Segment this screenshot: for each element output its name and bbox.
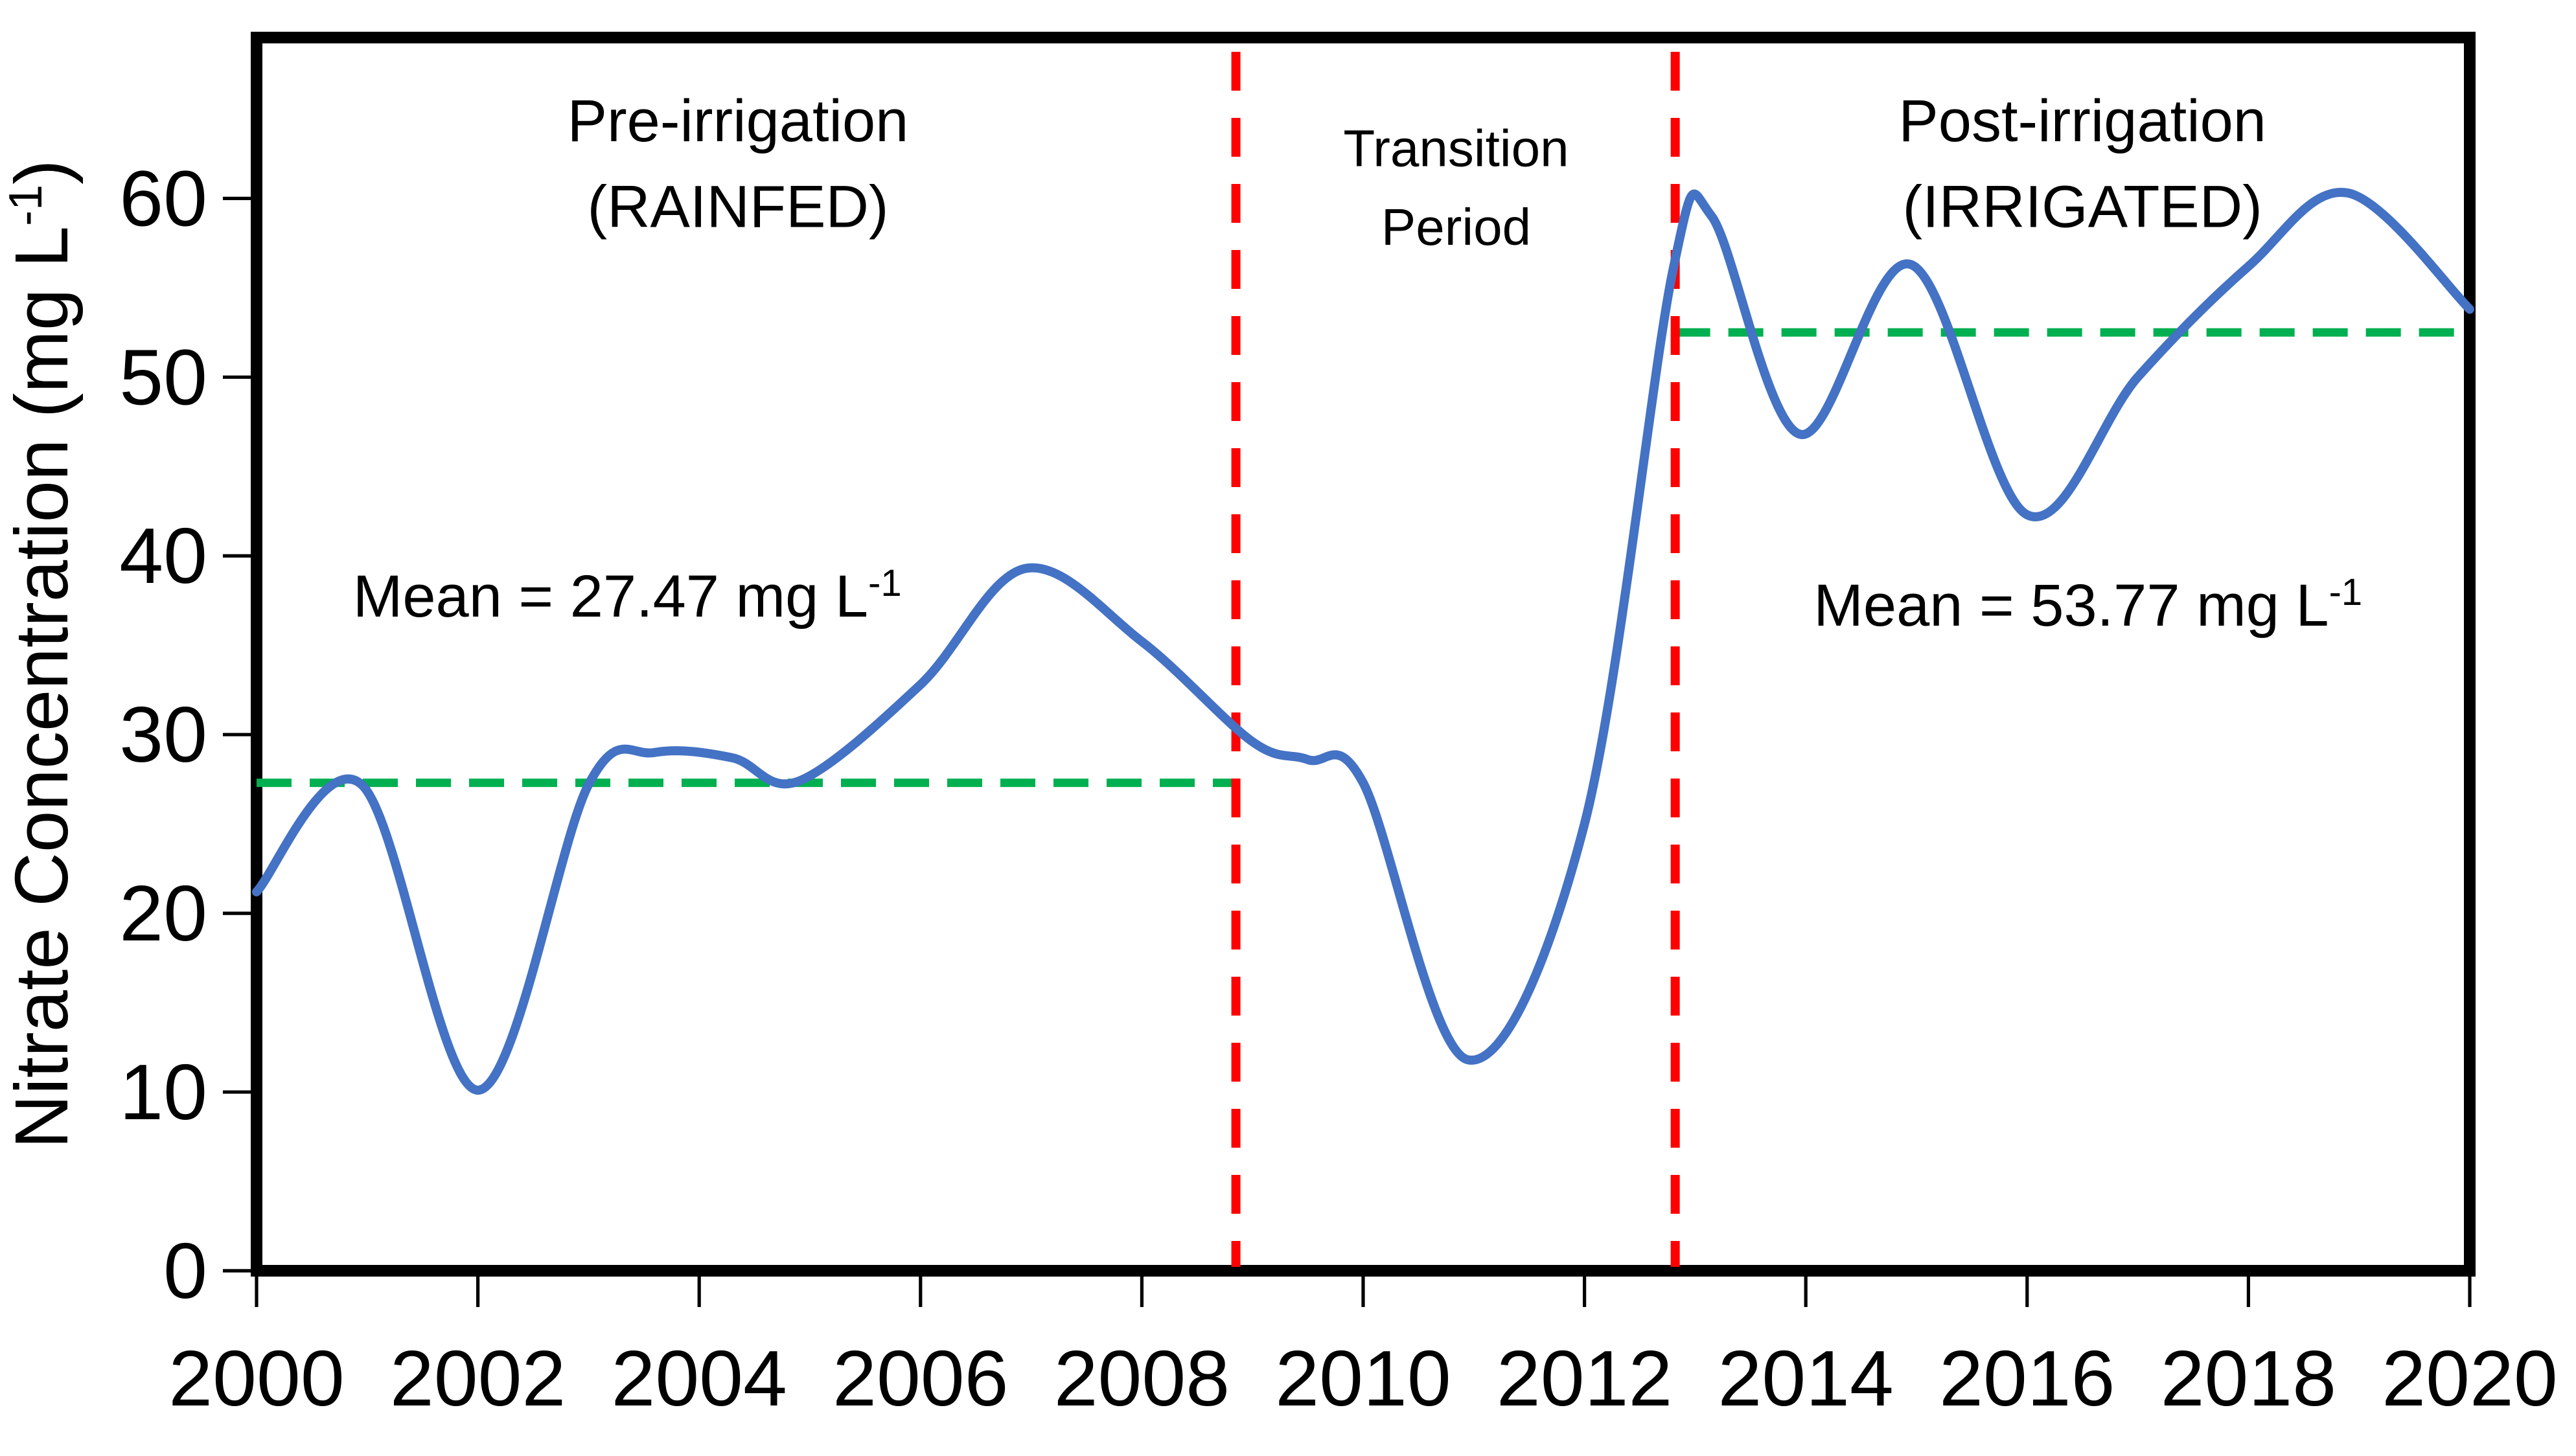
y-axis-tick-label: 40 [119, 512, 207, 600]
x-axis-tick-label: 2008 [1054, 1334, 1230, 1422]
x-axis-tick-label: 2012 [1497, 1334, 1672, 1422]
x-axis-tick-label: 2020 [2382, 1334, 2557, 1422]
region-label-post-irrigation-line1: Post-irrigation [1898, 88, 2266, 154]
mean-label-post: Mean = 53.77 mg L-1 [1813, 571, 2362, 639]
y-axis-tick-label: 20 [119, 869, 207, 957]
x-axis-tick-label: 2010 [1275, 1334, 1451, 1422]
x-axis-tick-label: 2014 [1718, 1334, 1893, 1422]
x-axis-tick-label: 2004 [611, 1334, 787, 1422]
y-axis-tick-label: 60 [119, 154, 207, 242]
plot-border [251, 32, 2476, 1277]
x-axis-tick-label: 2000 [168, 1334, 344, 1422]
y-axis-title: Nitrate Concentration (mg L-1) [0, 159, 84, 1149]
region-label-pre-irrigation-line1: Pre-irrigation [568, 88, 909, 154]
x-axis-tick-label: 2016 [1939, 1334, 2115, 1422]
region-label-transition-line2: Period [1381, 198, 1531, 256]
x-axis-tick-label: 2018 [2161, 1334, 2336, 1422]
mean-label-pre: Mean = 27.47 mg L-1 [353, 562, 902, 630]
region-label-pre-irrigation-line2: (RAINFED) [587, 174, 888, 240]
region-label-transition-line1: Transition [1343, 120, 1569, 177]
y-axis-tick-label: 50 [119, 333, 207, 421]
x-axis-tick-label: 2006 [833, 1334, 1008, 1422]
region-label-post-irrigation-line2: (IRRIGATED) [1903, 174, 2262, 240]
y-axis-tick-label: 30 [119, 690, 207, 779]
x-axis-tick-label: 2002 [390, 1334, 566, 1422]
nitrate-concentration-curve [252, 187, 2474, 1095]
y-axis-tick-label: 0 [163, 1227, 207, 1315]
y-axis-tick-label: 10 [119, 1048, 207, 1136]
